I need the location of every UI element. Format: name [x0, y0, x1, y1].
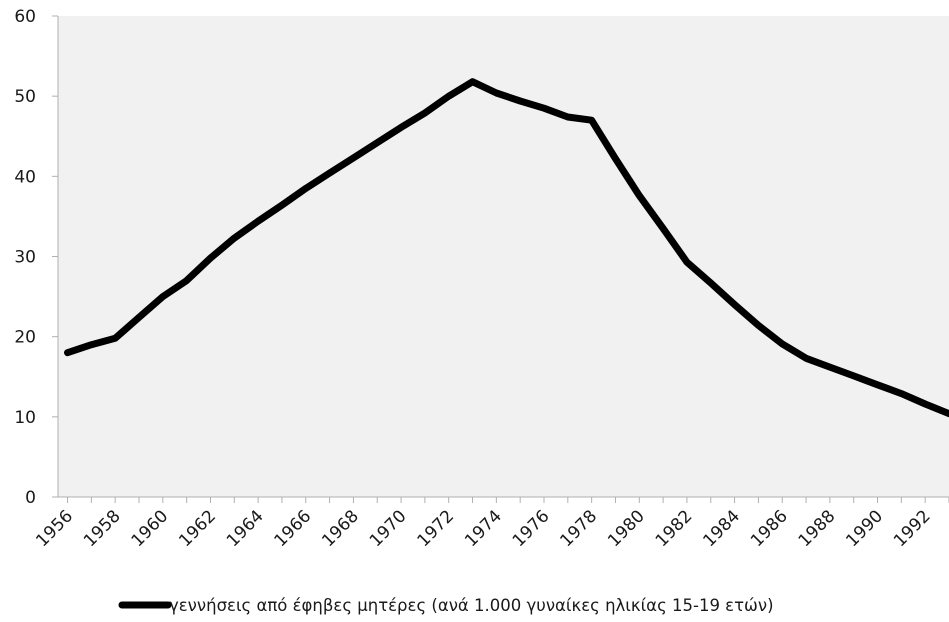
y-tick-label: 40: [14, 167, 36, 187]
x-tick-label: 1962: [175, 506, 220, 551]
y-tick-label: 10: [14, 408, 36, 428]
x-tick-label: 1976: [509, 506, 554, 551]
x-tick-label: 1984: [699, 506, 744, 551]
x-tick-label: 1956: [32, 506, 77, 551]
legend-label: γεννήσεις από έφηβες μητέρες (ανά 1.000 …: [169, 596, 774, 615]
y-tick-label: 60: [14, 7, 36, 27]
plot-area: [58, 16, 949, 497]
y-tick-label: 20: [14, 328, 36, 348]
legend: γεννήσεις από έφηβες μητέρες (ανά 1.000 …: [118, 596, 774, 615]
x-axis-ticks: 1956 1958 1960 1962 1964 1966 1968 1970 1972 1974…: [32, 497, 949, 551]
series-group: [64, 78, 949, 418]
x-tick-label: 1972: [414, 506, 459, 551]
x-tick-label: 1978: [556, 506, 601, 551]
x-tick-label: 1990: [842, 506, 887, 551]
x-tick-label: 1966: [271, 506, 316, 551]
x-tick-label: 1988: [795, 506, 840, 551]
x-tick-label: 1982: [652, 506, 697, 551]
x-tick-label: 1964: [223, 506, 268, 551]
x-tick-label: 1958: [80, 506, 125, 551]
x-tick-label: 1974: [461, 506, 506, 551]
x-tick-label: 1968: [318, 506, 363, 551]
x-tick-label: 1970: [366, 506, 411, 551]
x-tick-label: 1960: [128, 506, 173, 551]
y-tick-label: 30: [14, 248, 36, 268]
x-tick-label: 1980: [604, 506, 649, 551]
y-tick-label: 0: [25, 488, 36, 508]
x-tick-label: 1986: [747, 506, 792, 551]
y-axis-ticks: 0 10 20 30 40 50 60: [14, 7, 58, 508]
y-tick-label: 50: [14, 87, 36, 107]
series-line-0: [64, 78, 949, 418]
x-tick-label: 1992: [890, 506, 935, 551]
